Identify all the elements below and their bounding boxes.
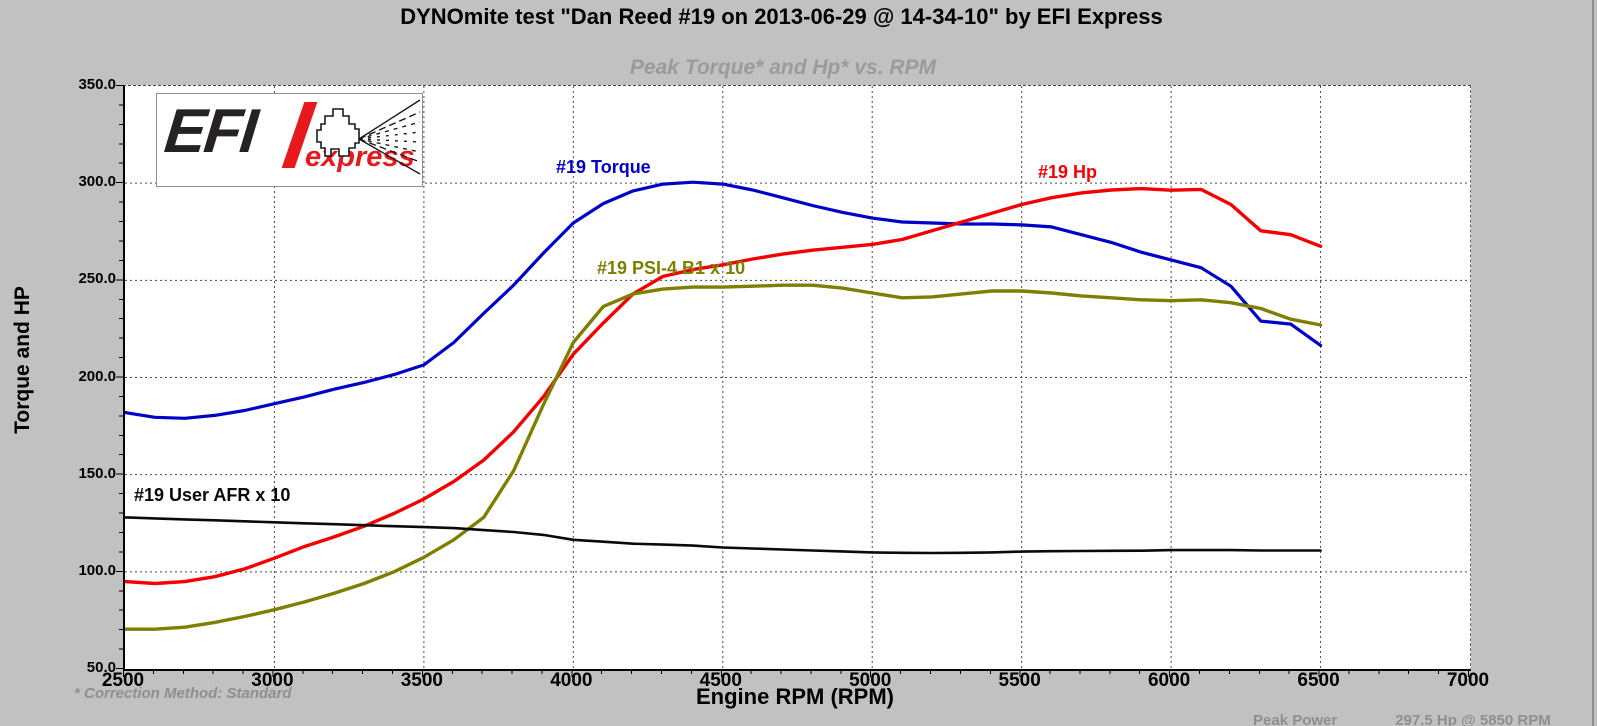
plot-area: #19 Torque #19 Hp #19 PSI-4 B1 x 10 #19 …: [123, 85, 1471, 671]
y-tick-label: 350.0: [78, 76, 116, 93]
psi-series-label: #19 PSI-4 B1 x 10: [597, 258, 746, 278]
afr-curve: [125, 516, 1322, 555]
injector-spray-graphic: [316, 99, 421, 175]
x-tick-label: 5500: [998, 670, 1041, 691]
page-title: DYNOmite test "Dan Reed #19 on 2013-06-2…: [400, 4, 1163, 29]
chart-subtitle: Peak Torque* and Hp* vs. RPM: [629, 56, 937, 79]
psi-curve: [125, 283, 1323, 631]
x-tick-label: 5000: [849, 670, 892, 691]
y-tick-label: 150.0: [78, 464, 116, 482]
y-axis-title: Torque and HP: [11, 286, 34, 434]
chart-canvas: [125, 86, 1470, 669]
x-axis-title: Engine RPM (RPM): [696, 684, 894, 709]
y-axis-major-ticks: [116, 85, 123, 670]
x-tick-label: 3500: [400, 670, 444, 691]
window-edge-line: [1592, 0, 1594, 726]
peak-power-note: Peak Power 297.5 Hp @ 5850 RPM: [1253, 712, 1551, 726]
x-axis-major-ticks: [123, 670, 1470, 677]
peak-power-label: Peak Power: [1253, 712, 1338, 726]
torque-curve: [125, 180, 1323, 420]
x-tick-label: 6000: [1147, 670, 1191, 691]
x-tick-label: 4000: [550, 670, 593, 691]
efi-express-logo: EFI express: [156, 93, 423, 187]
y-tick-label: 200.0: [78, 367, 116, 385]
x-tick-label: 3000: [251, 670, 294, 691]
logo-efi-text: EFI: [161, 97, 260, 166]
y-tick-label: 100.0: [78, 561, 116, 579]
hp-curve: [125, 186, 1323, 586]
x-tick-label: 7000: [1446, 670, 1490, 691]
x-tick-label: 2500: [101, 670, 145, 691]
peak-power-value: 297.5 Hp @ 5850 RPM: [1395, 712, 1551, 726]
y-tick-label: 250.0: [78, 270, 116, 288]
torque-series-label: #19 Torque: [556, 157, 651, 177]
y-tick-label: 300.0: [78, 173, 116, 191]
hp-series-label: #19 Hp: [1038, 162, 1098, 182]
x-tick-label: 6500: [1297, 670, 1340, 691]
afr-series-label: #19 User AFR x 10: [134, 485, 291, 505]
y-tick-label: 50.0: [86, 659, 116, 676]
x-tick-label: 4500: [699, 670, 742, 691]
correction-method-note: * Correction Method: Standard: [74, 685, 292, 702]
